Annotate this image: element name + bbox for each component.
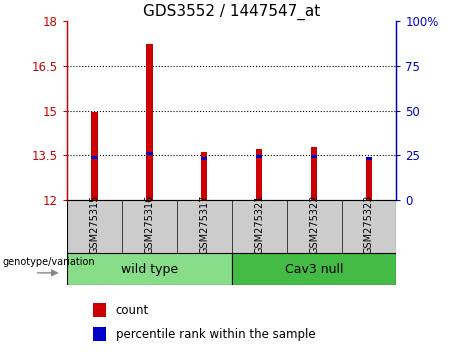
Text: count: count: [116, 304, 149, 317]
Text: GSM275316: GSM275316: [144, 194, 154, 253]
Text: wild type: wild type: [121, 263, 178, 275]
Bar: [93, 327, 106, 341]
Text: percentile rank within the sample: percentile rank within the sample: [116, 327, 315, 341]
Bar: [311, 147, 317, 200]
Text: GSM275321: GSM275321: [254, 194, 264, 253]
Bar: [256, 149, 262, 200]
Text: GSM275323: GSM275323: [364, 194, 374, 253]
Text: GSM275322: GSM275322: [309, 194, 319, 254]
Bar: [311, 155, 317, 158]
Bar: [201, 152, 207, 200]
Bar: [231, 253, 396, 285]
Bar: [256, 155, 262, 158]
Bar: [67, 253, 231, 285]
Bar: [201, 157, 207, 160]
Bar: [91, 112, 98, 200]
Bar: [91, 156, 98, 159]
Title: GDS3552 / 1447547_at: GDS3552 / 1447547_at: [143, 4, 320, 20]
Bar: [146, 45, 153, 200]
Text: GSM275315: GSM275315: [89, 194, 99, 253]
Text: Cav3 null: Cav3 null: [285, 263, 343, 275]
Bar: [366, 157, 372, 160]
Bar: [146, 152, 153, 155]
Text: GSM275317: GSM275317: [199, 194, 209, 253]
Bar: [93, 303, 106, 317]
Bar: [366, 158, 372, 200]
Text: genotype/variation: genotype/variation: [2, 257, 95, 267]
